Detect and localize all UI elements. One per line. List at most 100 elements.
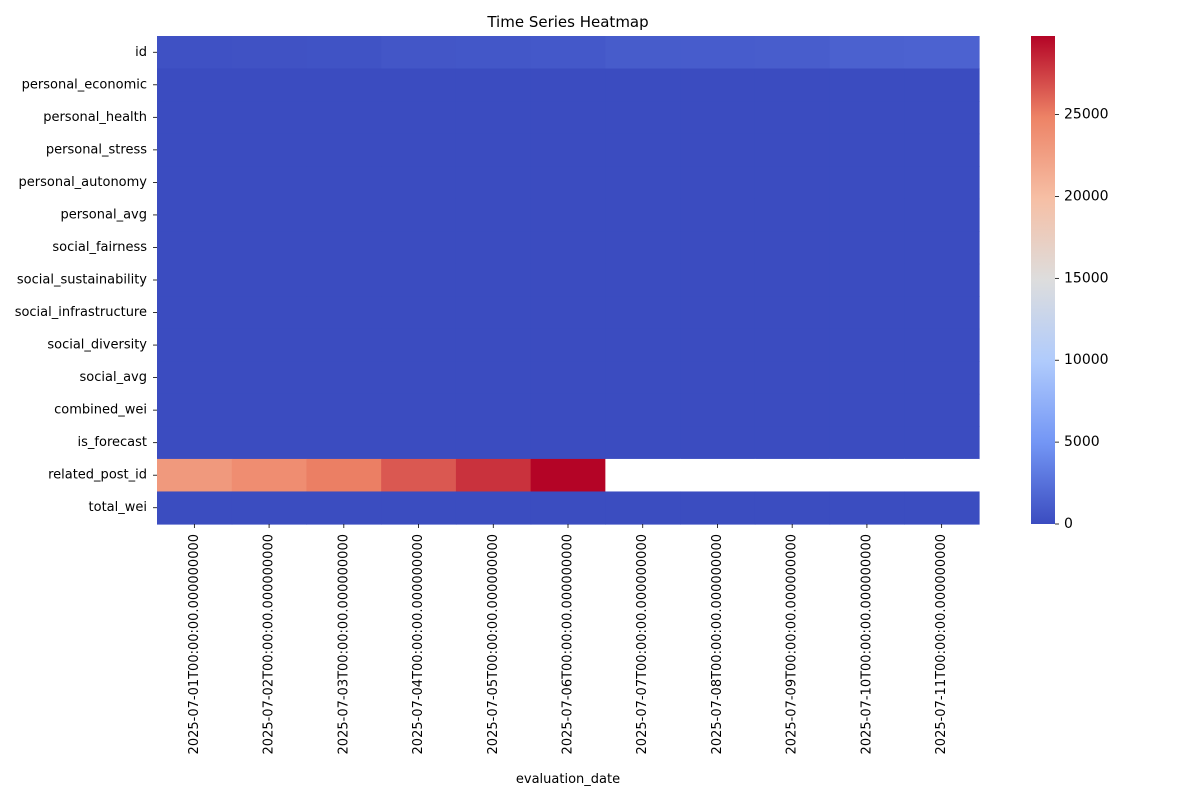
heatmap-cell bbox=[157, 491, 233, 525]
heatmap-cell bbox=[306, 491, 382, 525]
heatmap-cell bbox=[680, 133, 756, 167]
heatmap-cell bbox=[157, 231, 233, 265]
heatmap-cell bbox=[530, 231, 606, 265]
heatmap-cell bbox=[306, 36, 382, 70]
heatmap-cell bbox=[605, 328, 681, 362]
x-axis-title: evaluation_date bbox=[516, 772, 620, 787]
heatmap-cell bbox=[231, 68, 308, 102]
heatmap-cell bbox=[680, 328, 756, 362]
heatmap-cell bbox=[829, 36, 905, 70]
row-label: personal_economic bbox=[22, 77, 147, 92]
row-label: social_diversity bbox=[47, 338, 147, 353]
column-label: 2025-07-08T00:00:00.000000000 bbox=[710, 534, 725, 754]
heatmap-cell bbox=[157, 426, 233, 460]
heatmap-cell bbox=[306, 231, 382, 265]
heatmap-cell bbox=[231, 393, 308, 427]
heatmap-cell bbox=[306, 361, 382, 395]
heatmap-cell bbox=[157, 296, 233, 330]
heatmap-cell bbox=[157, 133, 233, 167]
column-label: 2025-07-03T00:00:00.000000000 bbox=[336, 534, 351, 754]
heatmap-cell bbox=[904, 68, 980, 102]
heatmap-cell bbox=[306, 458, 382, 493]
heatmap-cell bbox=[605, 393, 681, 427]
heatmap-cell bbox=[231, 36, 308, 70]
heatmap-cell bbox=[754, 36, 831, 70]
heatmap-cell bbox=[381, 198, 457, 232]
heatmap-cell bbox=[605, 426, 681, 460]
heatmap-cell bbox=[381, 296, 457, 330]
colorbar-tick-label: 0 bbox=[1064, 516, 1073, 532]
heatmap-cell bbox=[754, 491, 831, 525]
heatmap-cell bbox=[904, 263, 980, 297]
heatmap-cell bbox=[605, 198, 681, 232]
heatmap-cell bbox=[381, 231, 457, 265]
column-label: 2025-07-04T00:00:00.000000000 bbox=[411, 534, 426, 754]
heatmap-cell bbox=[231, 263, 308, 297]
heatmap-cell bbox=[680, 198, 756, 232]
heatmap-cell bbox=[605, 101, 681, 135]
heatmap-cell bbox=[381, 491, 457, 525]
heatmap-cell bbox=[381, 263, 457, 297]
heatmap-cell bbox=[530, 36, 606, 70]
row-label: personal_stress bbox=[46, 142, 147, 157]
heatmap-cell bbox=[306, 133, 382, 167]
heatmap-cell bbox=[680, 263, 756, 297]
column-label: 2025-07-06T00:00:00.000000000 bbox=[561, 534, 576, 754]
heatmap-cell bbox=[829, 198, 905, 232]
row-labels: id personal_economic personal_healthperson… bbox=[15, 45, 148, 515]
heatmap-cell bbox=[530, 491, 606, 525]
heatmap-cell bbox=[157, 166, 233, 200]
heatmap-cell bbox=[455, 393, 532, 427]
heatmap-cell bbox=[157, 328, 233, 362]
heatmap-cell bbox=[231, 328, 308, 362]
heatmap-cell bbox=[306, 166, 382, 200]
heatmap-cell bbox=[829, 133, 905, 167]
heatmap-cell bbox=[157, 101, 233, 135]
heatmap-cell bbox=[530, 393, 606, 427]
heatmap-cell bbox=[904, 231, 980, 265]
heatmap-cell bbox=[455, 426, 532, 460]
heatmap-cell bbox=[306, 296, 382, 330]
column-label: 2025-07-11T00:00:00.000000000 bbox=[934, 534, 949, 754]
colorbar-tick-label: 5000 bbox=[1064, 434, 1100, 450]
row-label: personal_health bbox=[43, 110, 147, 125]
heatmap-cell bbox=[754, 426, 831, 460]
heatmap-cell bbox=[829, 263, 905, 297]
row-label: id bbox=[135, 45, 147, 60]
heatmap-cell bbox=[605, 296, 681, 330]
heatmap-cell bbox=[829, 426, 905, 460]
heatmap-cell bbox=[231, 101, 308, 135]
heatmap-cell bbox=[829, 328, 905, 362]
heatmap-cell bbox=[680, 458, 756, 493]
colorbar-tick-label: 15000 bbox=[1064, 270, 1109, 286]
heatmap-cell bbox=[157, 68, 233, 102]
heatmap-cell bbox=[904, 36, 980, 70]
heatmap-cell bbox=[381, 393, 457, 427]
heatmap-cell bbox=[306, 198, 382, 232]
heatmap-cell bbox=[829, 491, 905, 525]
heatmap-cell bbox=[829, 296, 905, 330]
heatmap-cell bbox=[455, 231, 532, 265]
heatmap-cell bbox=[754, 231, 831, 265]
heatmap-cell bbox=[904, 393, 980, 427]
heatmap-cell bbox=[157, 36, 233, 70]
heatmap-cell bbox=[231, 133, 308, 167]
row-label: social_sustainability bbox=[17, 273, 147, 288]
heatmap-cell bbox=[455, 458, 532, 493]
heatmap-cell bbox=[605, 68, 681, 102]
heatmap-cell bbox=[904, 198, 980, 232]
heatmap-cell bbox=[530, 426, 606, 460]
heatmap-cell bbox=[231, 296, 308, 330]
heatmap-cell bbox=[306, 426, 382, 460]
heatmap-cell bbox=[605, 491, 681, 525]
heatmap-cell bbox=[680, 393, 756, 427]
heatmap-cell bbox=[904, 491, 980, 525]
heatmap-cell bbox=[381, 68, 457, 102]
heatmap-cell bbox=[231, 426, 308, 460]
row-label: is_forecast bbox=[78, 435, 147, 450]
heatmap-cell bbox=[306, 68, 382, 102]
heatmap-cell bbox=[455, 491, 532, 525]
row-label: social_avg bbox=[80, 370, 147, 385]
heatmap-cell bbox=[904, 133, 980, 167]
